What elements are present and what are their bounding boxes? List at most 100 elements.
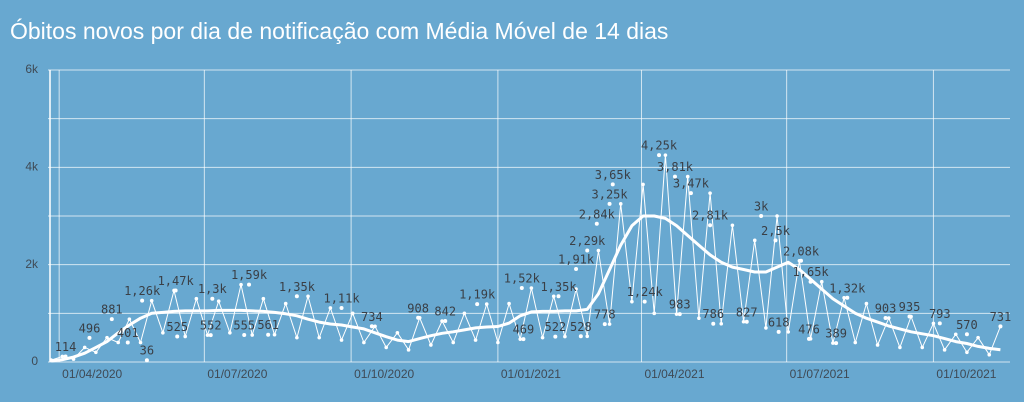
annotation-point bbox=[125, 340, 130, 345]
annotation-point bbox=[585, 248, 590, 253]
series-point bbox=[116, 340, 120, 345]
data-label: 3k bbox=[754, 200, 769, 214]
annotation-point bbox=[808, 279, 813, 284]
series-point bbox=[831, 341, 835, 345]
series-point bbox=[652, 311, 657, 316]
series-point bbox=[462, 311, 467, 316]
data-label: 903 bbox=[875, 302, 897, 316]
x-tick-label: 01/04/2020 bbox=[62, 367, 122, 381]
x-tick-label: 01/07/2020 bbox=[207, 367, 267, 381]
data-label: 2,81k bbox=[692, 209, 729, 223]
series-point bbox=[473, 338, 478, 342]
x-tick-label: 01/07/2021 bbox=[790, 367, 850, 381]
series-point bbox=[540, 335, 545, 340]
y-tick-label: 0 bbox=[31, 354, 38, 368]
series-point bbox=[719, 321, 724, 326]
annotation-point bbox=[964, 332, 969, 337]
series-point bbox=[328, 306, 333, 310]
data-label: 1,19k bbox=[459, 288, 496, 302]
data-label: 1,52k bbox=[504, 272, 541, 286]
annotation-point bbox=[688, 191, 693, 196]
annotation-point bbox=[339, 305, 344, 310]
series-point bbox=[272, 332, 277, 337]
annotation-point bbox=[553, 334, 558, 339]
series-point bbox=[350, 311, 355, 316]
annotation-point bbox=[799, 258, 804, 263]
series-point bbox=[283, 301, 288, 306]
annotation-point bbox=[602, 322, 607, 327]
series-point bbox=[898, 345, 902, 350]
data-label: 1,24k bbox=[627, 285, 664, 299]
data-label: 1,35k bbox=[279, 280, 316, 294]
series-point bbox=[529, 286, 534, 290]
chart-title: Óbitos novos por dia de notificação com … bbox=[10, 18, 668, 44]
series-point bbox=[228, 331, 232, 335]
data-label: 1,3k bbox=[198, 282, 228, 296]
data-label: 1,59k bbox=[231, 268, 268, 282]
data-label: 2,5k bbox=[761, 224, 791, 238]
annotation-point bbox=[937, 321, 942, 326]
series-point bbox=[585, 334, 590, 339]
data-label: 618 bbox=[768, 315, 790, 329]
series-point bbox=[987, 352, 992, 357]
annotation-point bbox=[883, 316, 888, 321]
annotation-point bbox=[208, 333, 213, 338]
annotation-point bbox=[294, 294, 299, 299]
annotation-point bbox=[247, 282, 252, 287]
data-label: 469 bbox=[513, 323, 535, 337]
series-point bbox=[976, 335, 980, 340]
series-point bbox=[138, 340, 143, 345]
annotation-point bbox=[556, 294, 561, 299]
annotation-point bbox=[144, 358, 149, 363]
series-point bbox=[395, 331, 400, 335]
series-point bbox=[965, 350, 969, 355]
series-point bbox=[819, 279, 824, 284]
data-label: 778 bbox=[594, 308, 616, 322]
series-point bbox=[618, 202, 623, 206]
annotation-point bbox=[610, 182, 615, 187]
series-point bbox=[730, 223, 735, 228]
annotation-point bbox=[657, 153, 662, 158]
annotation-point bbox=[416, 315, 421, 320]
x-tick-label: 01/10/2020 bbox=[354, 367, 414, 381]
annotation-point bbox=[806, 336, 811, 341]
data-label: 1,35k bbox=[540, 280, 577, 294]
data-label: 3,47k bbox=[673, 177, 710, 191]
data-label: 1,26k bbox=[124, 284, 161, 298]
data-label: 3,25k bbox=[592, 187, 629, 201]
y-tick-label: 6k bbox=[25, 62, 39, 76]
series-point bbox=[339, 338, 344, 342]
series-point bbox=[942, 348, 947, 352]
series-point bbox=[786, 330, 791, 334]
annotation-point bbox=[677, 312, 682, 317]
series-point bbox=[920, 345, 925, 350]
series-point bbox=[842, 295, 846, 300]
series-point bbox=[60, 354, 65, 359]
annotation-point bbox=[63, 354, 68, 359]
annotation-point bbox=[210, 296, 215, 301]
data-label: 793 bbox=[929, 307, 951, 321]
series-point bbox=[194, 296, 199, 301]
data-label: 827 bbox=[736, 305, 758, 319]
series-point bbox=[607, 322, 612, 326]
series-point bbox=[775, 214, 779, 218]
data-label: 528 bbox=[570, 320, 592, 334]
series-point bbox=[239, 282, 243, 287]
annotation-point bbox=[845, 295, 850, 300]
series-point bbox=[752, 238, 757, 243]
series-point bbox=[484, 302, 489, 306]
series-line bbox=[51, 214, 1001, 363]
data-label: 734 bbox=[361, 310, 383, 324]
series-point bbox=[886, 316, 891, 320]
data-label: 561 bbox=[257, 318, 279, 332]
annotation-point bbox=[109, 317, 114, 322]
annotation-point bbox=[521, 337, 526, 342]
data-label: 2,08k bbox=[783, 244, 820, 258]
annotation-point bbox=[708, 223, 713, 228]
annotation-point bbox=[672, 174, 677, 179]
annotation-point bbox=[87, 335, 92, 340]
annotation-point bbox=[776, 329, 781, 334]
series-point bbox=[127, 317, 132, 321]
series-point bbox=[875, 343, 880, 347]
series-point bbox=[953, 332, 958, 337]
